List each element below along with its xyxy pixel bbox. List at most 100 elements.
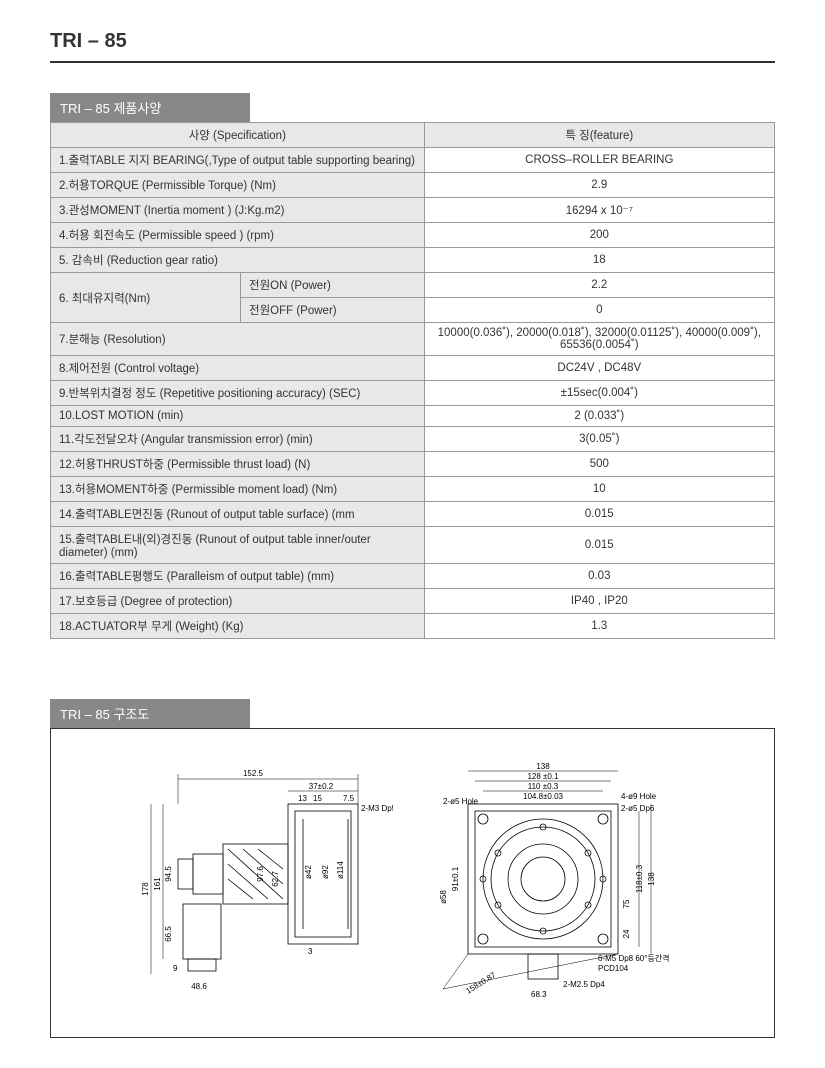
table-row: 3.관성MOMENT (Inertia moment ) (J:Kg.m2)16… [51, 198, 775, 223]
dim-text: ø92 [321, 865, 330, 879]
dim-text: 2-ø5 Hole [443, 797, 479, 806]
table-row: 7.분해능 (Resolution)10000(0.036˚), 20000(0… [51, 323, 775, 356]
dim-text: PCD104 [598, 964, 629, 973]
dim-text: 6-M5 Dp8 60°등간격 [598, 953, 670, 963]
table-row: 13.허용MOMENT하중 (Permissible moment load) … [51, 477, 775, 502]
dim-text: 9 [173, 964, 178, 973]
spec-value: CROSS–ROLLER BEARING [424, 148, 774, 173]
table-row: 1.출력TABLE 지지 BEARING(,Type of output tab… [51, 148, 775, 173]
dim-text: 7.5 [343, 794, 355, 803]
spec-sublabel: 전원ON (Power) [241, 273, 425, 298]
table-header-row: 사양 (Specification) 특 징(feature) [51, 123, 775, 148]
spec-value: 0 [424, 298, 774, 323]
table-row: 17.보호등급 (Degree of protection)IP40 , IP2… [51, 589, 775, 614]
spec-value: 200 [424, 223, 774, 248]
spec-value: 16294 x 10⁻⁷ [424, 198, 774, 223]
dim-text: ø114 [336, 861, 345, 879]
spec-value: 10000(0.036˚), 20000(0.018˚), 32000(0.01… [424, 323, 774, 356]
spec-value: 10 [424, 477, 774, 502]
dim-text: 118±0.3 [635, 864, 644, 893]
spec-label: 18.ACTUATOR부 무게 (Weight) (Kg) [51, 614, 425, 639]
spec-value: DC24V , DC48V [424, 356, 774, 381]
dim-text: 3 [308, 947, 313, 956]
dim-text: 2-M3 Dp5 [361, 804, 393, 813]
spec-value: 2.2 [424, 273, 774, 298]
spec-value: 0.015 [424, 502, 774, 527]
spec-label: 10.LOST MOTION (min) [51, 406, 425, 427]
section-title-spec: TRI – 85 제품사양 [50, 93, 250, 122]
page-title: TRI – 85 [50, 30, 775, 63]
spec-value: IP40 , IP20 [424, 589, 774, 614]
spec-label: 3.관성MOMENT (Inertia moment ) (J:Kg.m2) [51, 198, 425, 223]
table-row: 16.출력TABLE평행도 (Paralleism of output tabl… [51, 564, 775, 589]
dim-text: 161 [153, 877, 162, 891]
spec-label: 7.분해능 (Resolution) [51, 323, 425, 356]
table-row: 15.출력TABLE내(외)경진동 (Runout of output tabl… [51, 527, 775, 564]
header-feature: 특 징(feature) [424, 123, 774, 148]
dim-text: 4-ø9 Hole [621, 792, 657, 801]
spec-value: 2.9 [424, 173, 774, 198]
dim-text: 97.6 [256, 866, 265, 882]
table-row: 6. 최대유지력(Nm) 전원ON (Power) 2.2 [51, 273, 775, 298]
dim-text: 66.5 [164, 926, 173, 942]
structure-diagram: 152.5 37±0.2 13 15 7.5 2-M3 Dp5 178 161 … [50, 728, 775, 1038]
spec-value: 2 (0.033˚) [424, 406, 774, 427]
dim-text: 13 [298, 794, 307, 803]
table-row: 5. 감속비 (Reduction gear ratio)18 [51, 248, 775, 273]
dim-text: 37±0.2 [308, 782, 333, 791]
dim-text: 68.3 [531, 990, 547, 999]
spec-value: 3(0.05˚) [424, 427, 774, 452]
dim-text: 2-ø5 Dp6 [621, 804, 655, 813]
spec-label: 5. 감속비 (Reduction gear ratio) [51, 248, 425, 273]
table-row: 12.허용THRUST하중 (Permissible thrust load) … [51, 452, 775, 477]
dim-text: 178 [141, 882, 150, 896]
spec-table: 사양 (Specification) 특 징(feature) 1.출력TABL… [50, 122, 775, 639]
spec-label: 4.허용 회전속도 (Permissible speed ) (rpm) [51, 223, 425, 248]
spec-label: 2.허용TORQUE (Permissible Torque) (Nm) [51, 173, 425, 198]
dim-text: ø58 [439, 890, 448, 904]
dim-text: 138 [536, 762, 550, 771]
spec-value: 500 [424, 452, 774, 477]
spec-label: 13.허용MOMENT하중 (Permissible moment load) … [51, 477, 425, 502]
spec-value: 18 [424, 248, 774, 273]
spec-value: 0.03 [424, 564, 774, 589]
spec-label: 8.제어전원 (Control voltage) [51, 356, 425, 381]
spec-label: 14.출력TABLE면진동 (Runout of output table su… [51, 502, 425, 527]
table-row: 18.ACTUATOR부 무게 (Weight) (Kg)1.3 [51, 614, 775, 639]
spec-label: 1.출력TABLE 지지 BEARING(,Type of output tab… [51, 148, 425, 173]
dim-text: 48.6 [191, 982, 207, 991]
dim-text: 128 ±0.1 [527, 772, 559, 781]
header-spec: 사양 (Specification) [51, 123, 425, 148]
spec-value: ±15sec(0.004˚) [424, 381, 774, 406]
dim-text: 158±0.87 [464, 970, 497, 996]
dim-text: 110 ±0.3 [527, 782, 558, 791]
dim-text: 62.7 [271, 871, 280, 887]
dim-text: 15 [313, 794, 322, 803]
dim-text: 91±0.1 [451, 866, 460, 891]
spec-label: 12.허용THRUST하중 (Permissible thrust load) … [51, 452, 425, 477]
section-title-structure: TRI – 85 구조도 [50, 699, 250, 728]
spec-sublabel: 전원OFF (Power) [241, 298, 425, 323]
spec-label: 11.각도전달오차 (Angular transmission error) (… [51, 427, 425, 452]
dim-text: 104.8±0.03 [523, 792, 564, 801]
dim-text: 152.5 [242, 769, 263, 778]
table-row: 11.각도전달오차 (Angular transmission error) (… [51, 427, 775, 452]
dim-text: 138 [647, 872, 656, 886]
dim-text: 2-M2.5 Dp4 [563, 980, 605, 989]
spec-label: 9.반복위치결정 정도 (Repetitive positioning accu… [51, 381, 425, 406]
spec-label: 17.보호등급 (Degree of protection) [51, 589, 425, 614]
table-row: 10.LOST MOTION (min)2 (0.033˚) [51, 406, 775, 427]
table-row: 9.반복위치결정 정도 (Repetitive positioning accu… [51, 381, 775, 406]
table-row: 4.허용 회전속도 (Permissible speed ) (rpm)200 [51, 223, 775, 248]
dim-text: 24 [622, 929, 631, 938]
drawing-left-view: 152.5 37±0.2 13 15 7.5 2-M3 Dp5 178 161 … [133, 749, 393, 1017]
spec-value: 0.015 [424, 527, 774, 564]
dim-text: 75 [622, 899, 631, 908]
spec-value: 1.3 [424, 614, 774, 639]
drawing-right-view: 138 128 ±0.1 110 ±0.3 104.8±0.03 2-ø5 Ho… [413, 749, 693, 1017]
spec-label: 16.출력TABLE평행도 (Paralleism of output tabl… [51, 564, 425, 589]
table-row: 8.제어전원 (Control voltage)DC24V , DC48V [51, 356, 775, 381]
dim-text: ø42 [304, 865, 313, 879]
spec-label: 6. 최대유지력(Nm) [51, 273, 241, 323]
table-row: 14.출력TABLE면진동 (Runout of output table su… [51, 502, 775, 527]
